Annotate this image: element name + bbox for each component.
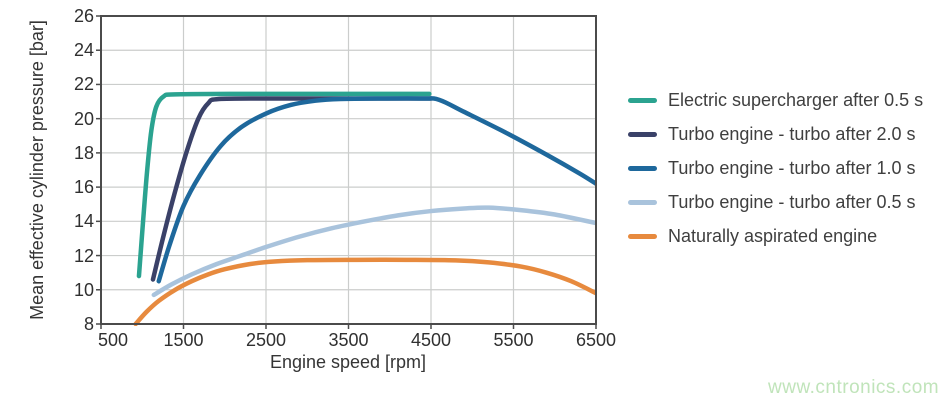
x-tick-label: 500 [97,330,129,350]
legend-item: Turbo engine - turbo after 1.0 s [628,158,923,179]
y-tick-label: 18 [73,142,94,163]
y-tick-label: 14 [73,211,94,232]
plot-frame [100,15,597,325]
y-tick-label: 10 [73,279,94,300]
y-tick-label: 12 [73,245,94,266]
y-tick-label: 20 [73,108,94,129]
x-tick-label: 6500 [575,330,617,350]
legend-swatch [628,166,657,171]
y-tick-label: 24 [73,40,94,61]
y-tick-label: 26 [73,6,94,26]
x-tick-label: 5500 [493,330,534,350]
legend-label: Electric supercharger after 0.5 s [668,90,924,110]
legend-swatch [628,132,657,137]
x-tick-label: 2500 [245,330,287,350]
y-axis-label: Mean effective cylinder pressure [bar] [27,20,47,320]
series-line-3 [156,96,596,284]
x-tick-label: 4500 [410,330,452,350]
series-line-2 [150,96,434,282]
chart-legend: Electric supercharger after 0.5 s Turbo e… [628,90,923,260]
series-line-5 [133,257,596,326]
legend-label: Turbo engine - turbo after 2.0 s [668,124,916,144]
y-tick-label: 8 [83,314,94,334]
legend-swatch [628,234,657,239]
x-axis-label: Engine speed [rpm] [269,352,427,372]
legend-swatch [628,200,657,205]
watermark-url: www.cntronics.com [768,377,940,398]
legend-label: Naturally aspirated engine [668,226,878,246]
series-line-1 [136,91,432,279]
series-line-4 [151,205,596,298]
x-tick-label: 3500 [328,330,369,350]
legend-item: Naturally aspirated engine [628,226,923,247]
y-tick-label: 22 [73,74,94,95]
legend-item: Turbo engine - turbo after 2.0 s [628,124,923,145]
x-tick-label: 1500 [163,330,204,350]
legend-label: Turbo engine - turbo after 0.5 s [668,192,916,212]
legend-label: Turbo engine - turbo after 1.0 s [668,158,916,178]
legend-swatch [628,98,657,103]
legend-item: Electric supercharger after 0.5 s [628,90,923,111]
legend-item: Turbo engine - turbo after 0.5 s [628,192,923,213]
y-tick-label: 16 [73,177,94,198]
